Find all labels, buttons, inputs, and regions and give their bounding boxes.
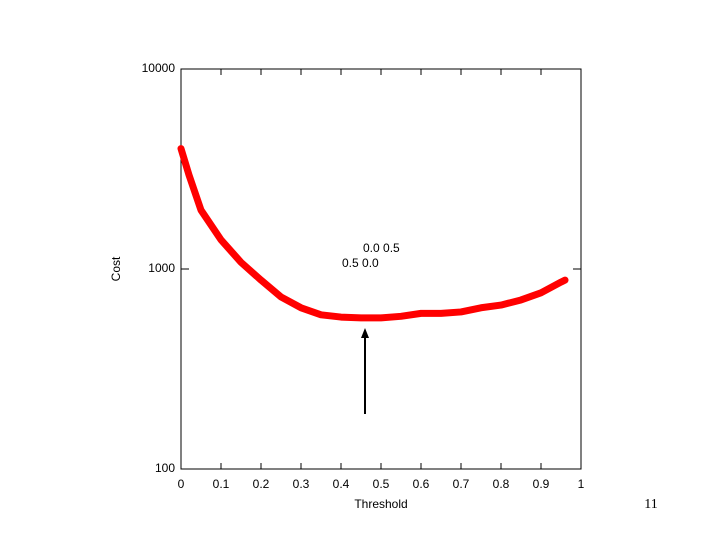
arrow-head [361,328,369,338]
y-tick-label: 10000 [142,61,176,75]
x-tick-label: 0.9 [533,477,550,491]
x-tick-label: 0.4 [333,477,350,491]
x-tick-label: 0.8 [493,477,510,491]
x-tick-label: 0.2 [253,477,270,491]
x-axis-label: Threshold [354,497,407,511]
x-tick-label: 0.7 [453,477,470,491]
x-tick-label: 0.1 [213,477,230,491]
annotation: 0.5 0.0 [342,256,379,270]
x-tick-label: 0.5 [373,477,390,491]
x-tick-label: 0 [178,477,185,491]
y-tick-label: 100 [155,461,175,475]
page-number: 11 [644,497,657,512]
x-tick-label: 1 [578,477,585,491]
line [177,145,569,322]
y-tick-label: 1000 [148,261,175,275]
annotation: 0.0 0.5 [363,241,400,255]
x-tick-label: 0.6 [413,477,430,491]
x-tick-label: 0.3 [293,477,310,491]
y-axis-label: Cost [109,256,123,281]
plot-frame [180,68,582,470]
